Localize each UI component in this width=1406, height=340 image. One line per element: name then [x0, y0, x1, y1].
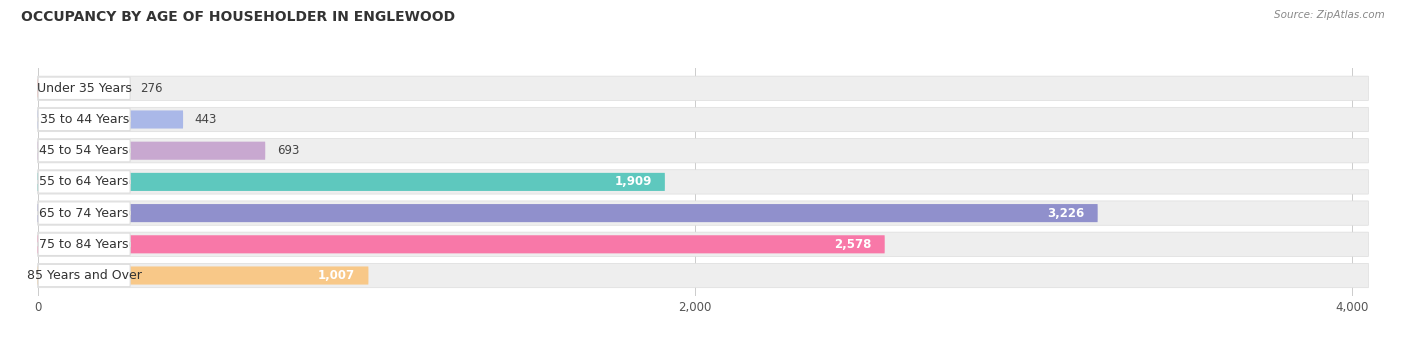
FancyBboxPatch shape [38, 110, 183, 129]
Text: 35 to 44 Years: 35 to 44 Years [39, 113, 129, 126]
FancyBboxPatch shape [38, 79, 128, 97]
FancyBboxPatch shape [38, 264, 131, 287]
Text: 65 to 74 Years: 65 to 74 Years [39, 207, 129, 220]
Text: Under 35 Years: Under 35 Years [37, 82, 132, 95]
FancyBboxPatch shape [38, 108, 131, 131]
FancyBboxPatch shape [38, 235, 884, 253]
FancyBboxPatch shape [38, 142, 266, 160]
FancyBboxPatch shape [38, 171, 131, 193]
FancyBboxPatch shape [38, 232, 1368, 256]
FancyBboxPatch shape [38, 202, 131, 224]
Text: 3,226: 3,226 [1047, 207, 1084, 220]
FancyBboxPatch shape [38, 204, 1098, 222]
Text: OCCUPANCY BY AGE OF HOUSEHOLDER IN ENGLEWOOD: OCCUPANCY BY AGE OF HOUSEHOLDER IN ENGLE… [21, 10, 456, 24]
FancyBboxPatch shape [38, 170, 1368, 194]
FancyBboxPatch shape [38, 201, 1368, 225]
Text: 1,909: 1,909 [614, 175, 652, 188]
Text: 693: 693 [277, 144, 299, 157]
Text: 2,578: 2,578 [834, 238, 872, 251]
Text: Source: ZipAtlas.com: Source: ZipAtlas.com [1274, 10, 1385, 20]
Text: 45 to 54 Years: 45 to 54 Years [39, 144, 129, 157]
FancyBboxPatch shape [38, 138, 1368, 163]
FancyBboxPatch shape [38, 76, 1368, 100]
FancyBboxPatch shape [38, 77, 131, 100]
FancyBboxPatch shape [38, 173, 665, 191]
Text: 75 to 84 Years: 75 to 84 Years [39, 238, 129, 251]
Text: 55 to 64 Years: 55 to 64 Years [39, 175, 129, 188]
FancyBboxPatch shape [38, 233, 131, 255]
Text: 1,007: 1,007 [318, 269, 356, 282]
Text: 276: 276 [139, 82, 162, 95]
Text: 85 Years and Over: 85 Years and Over [27, 269, 142, 282]
FancyBboxPatch shape [38, 107, 1368, 132]
FancyBboxPatch shape [38, 267, 368, 285]
Text: 443: 443 [194, 113, 217, 126]
FancyBboxPatch shape [38, 264, 1368, 288]
FancyBboxPatch shape [38, 139, 131, 162]
